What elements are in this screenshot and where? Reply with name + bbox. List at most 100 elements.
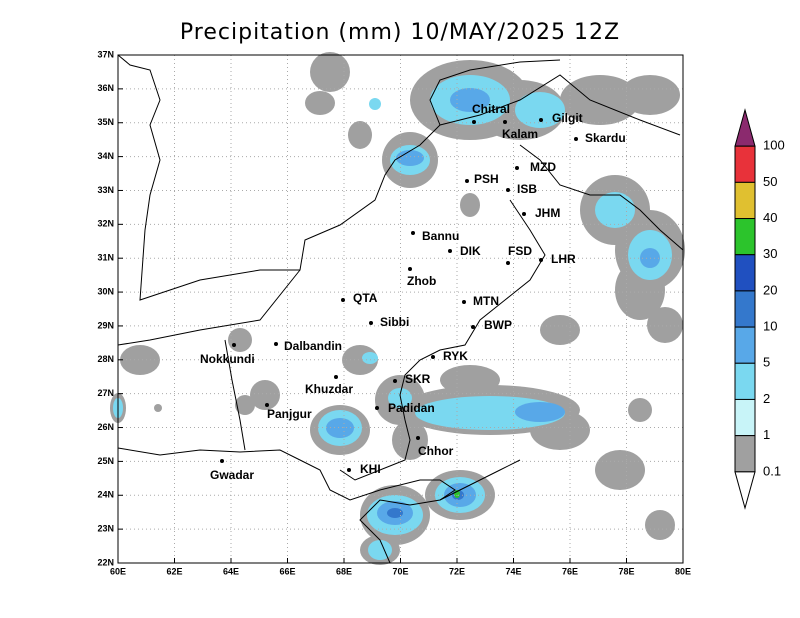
y-tick-label: 24N xyxy=(97,490,114,500)
city-label: PSH xyxy=(474,172,499,186)
city-dot xyxy=(471,325,475,329)
city-dot xyxy=(375,406,379,410)
y-tick-label: 36N xyxy=(97,83,114,93)
city-dot xyxy=(522,212,526,216)
colorbar-label: 20 xyxy=(763,282,777,297)
city-dot xyxy=(232,343,236,347)
precip-area xyxy=(154,404,162,412)
x-tick-label: 72E xyxy=(449,566,465,576)
y-tick-label: 26N xyxy=(97,422,114,432)
north-border xyxy=(439,74,681,136)
colorbar-box xyxy=(734,290,756,328)
colorbar-label: 5 xyxy=(763,355,770,370)
precip-area xyxy=(387,508,403,518)
city-dot xyxy=(416,436,420,440)
precip-area xyxy=(310,52,350,92)
city-label: Nokkundi xyxy=(200,352,255,366)
city-label: Khuzdar xyxy=(305,382,353,396)
precip-area xyxy=(460,193,480,217)
y-tick-label: 32N xyxy=(97,219,114,229)
precip-area xyxy=(348,121,372,149)
x-tick-label: 60E xyxy=(110,566,126,576)
city-dot xyxy=(506,188,510,192)
city-label: Gwadar xyxy=(210,468,254,482)
cities: Chitral Gilgit Kalam Skardu MZD PSH ISB JHM Bann… xyxy=(200,102,626,482)
city-dot xyxy=(334,375,338,379)
city-label: Padidan xyxy=(388,401,435,415)
grid xyxy=(118,55,683,563)
city-label: DIK xyxy=(460,244,481,258)
city-dot xyxy=(465,179,469,183)
city-label: Bannu xyxy=(422,229,459,243)
colorbar-box xyxy=(734,435,756,473)
precip-area xyxy=(450,88,490,112)
x-tick-label: 62E xyxy=(166,566,182,576)
x-tick-label: 78E xyxy=(618,566,634,576)
gujarat-coast xyxy=(439,459,521,501)
city-dot xyxy=(265,403,269,407)
city-dot xyxy=(341,298,345,302)
precip-area xyxy=(540,315,580,345)
precip-area xyxy=(305,91,335,115)
y-tick-label: 34N xyxy=(97,151,114,161)
colorbar-label: 40 xyxy=(763,210,777,225)
city-dot xyxy=(431,355,435,359)
city-dot xyxy=(462,300,466,304)
city-label: KHI xyxy=(360,462,381,476)
city-label: RYK xyxy=(443,349,468,363)
precip-area xyxy=(368,540,392,560)
precip-area xyxy=(362,352,378,364)
y-tick-label: 25N xyxy=(97,456,114,466)
colorbar-box xyxy=(734,254,756,292)
colorbar-label: 1 xyxy=(763,427,770,442)
precip-area xyxy=(595,192,635,228)
city-dot xyxy=(448,249,452,253)
precip-area xyxy=(515,92,565,128)
coastline xyxy=(117,447,456,564)
colorbar-box xyxy=(734,398,756,437)
city-dot xyxy=(539,258,543,262)
x-tick-label: 70E xyxy=(392,566,408,576)
city-dot xyxy=(539,118,543,122)
borders xyxy=(117,54,684,564)
colorbar-box xyxy=(734,145,756,183)
city-dot xyxy=(515,166,519,170)
precip-area xyxy=(645,510,675,540)
city-label: SKR xyxy=(405,372,431,386)
y-tick-label: 31N xyxy=(97,253,114,263)
x-tick-label: 68E xyxy=(336,566,352,576)
precip-area xyxy=(326,418,354,438)
precip-area xyxy=(228,328,252,352)
city-label: LHR xyxy=(551,252,576,266)
precip-area xyxy=(369,98,381,110)
axes: 60E 62E 64E 66E 68E 70E 72E 74E 76E 78E 80E 37N 36N 3… xyxy=(97,49,691,576)
city-label: Sibbi xyxy=(380,315,409,329)
iran-border xyxy=(117,269,301,346)
iran-pak-border xyxy=(224,339,246,451)
precip-area xyxy=(515,402,565,422)
y-tick-label: 33N xyxy=(97,185,114,195)
precip-area xyxy=(250,380,280,410)
city-dot xyxy=(274,342,278,346)
city-label: JHM xyxy=(535,206,560,220)
city-label: MZD xyxy=(530,160,556,174)
colorbar-label: 30 xyxy=(763,246,777,261)
x-tick-label: 74E xyxy=(505,566,521,576)
city-label: QTA xyxy=(353,291,378,305)
map-title: Precipitation (mm) 10/MAY/2025 12Z xyxy=(180,20,620,45)
city-dot xyxy=(369,321,373,325)
city-label: Zhob xyxy=(407,274,436,288)
city-label: MTN xyxy=(473,294,499,308)
city-label: Kalam xyxy=(502,127,538,141)
precip-area xyxy=(628,398,652,422)
y-tick-label: 30N xyxy=(97,286,114,296)
colorbar: 100 50 40 30 20 10 5 2 1 0.1 xyxy=(734,108,785,510)
city-label: Skardu xyxy=(585,131,626,145)
city-dot xyxy=(220,459,224,463)
colorbar-box xyxy=(734,181,756,220)
y-tick-label: 35N xyxy=(97,117,114,127)
y-tick-label: 29N xyxy=(97,320,114,330)
city-label: ISB xyxy=(517,182,537,196)
x-tick-label: 76E xyxy=(562,566,578,576)
city-dot xyxy=(411,231,415,235)
